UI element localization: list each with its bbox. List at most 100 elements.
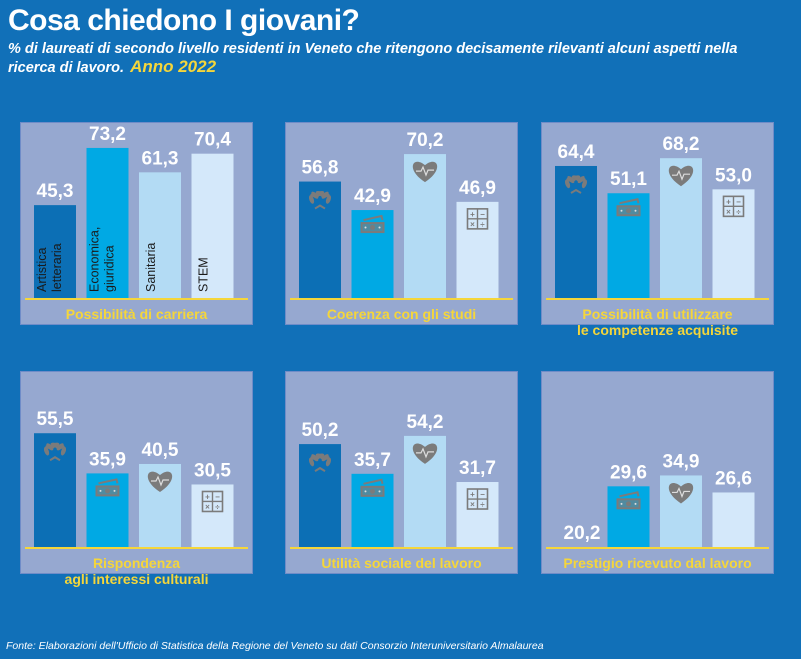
bar bbox=[607, 486, 650, 547]
value-label: 51,1 bbox=[610, 169, 647, 190]
svg-text:−: − bbox=[215, 492, 220, 501]
value-label: 68,2 bbox=[663, 134, 700, 155]
calculator-icon: + −× ÷ bbox=[201, 490, 224, 513]
svg-text:÷: ÷ bbox=[215, 502, 220, 511]
panel-title: Prestigio ricevuto dal lavoro bbox=[542, 555, 773, 571]
svg-text:+: + bbox=[470, 490, 475, 499]
category-label: Economica, bbox=[88, 227, 102, 292]
calculator-icon: + −× ÷ bbox=[466, 488, 489, 510]
bar bbox=[139, 172, 181, 298]
chart-panel: 45,3 Artistica letteraria 73,2 Economica, giu… bbox=[20, 122, 253, 325]
panel-title: Utilità sociale del lavoro bbox=[286, 555, 517, 571]
panel-title-line: Rispondenza bbox=[92, 555, 181, 571]
value-label: 61,3 bbox=[142, 148, 179, 169]
svg-text:−: − bbox=[736, 197, 741, 206]
value-label: 26,6 bbox=[715, 468, 752, 489]
panel-title-line: le competenze acquisite bbox=[576, 322, 739, 338]
svg-text:×: × bbox=[205, 502, 210, 511]
panel-title-line: Utilità sociale del lavoro bbox=[321, 555, 482, 571]
value-label: 35,7 bbox=[354, 450, 391, 471]
chart-panel: 20,2 29,6 34,9 26,6 Prestigio ricevuto dal l… bbox=[541, 371, 774, 574]
value-label: 73,2 bbox=[89, 124, 126, 145]
panel-title-line: Possibilità di carriera bbox=[65, 306, 208, 322]
bar bbox=[86, 473, 129, 547]
panel-svg: 50,2 35,7 54,2 31,7 + −× ÷ bbox=[290, 412, 513, 549]
laurel-icon bbox=[564, 175, 588, 194]
svg-text:×: × bbox=[470, 220, 475, 229]
panel-svg: 64,4 51,1 68,2 53,0 + −× ÷ bbox=[546, 134, 769, 300]
category-label: letteraria bbox=[50, 243, 64, 292]
heart-icon bbox=[412, 443, 438, 464]
category-label: Sanitaria bbox=[144, 243, 158, 292]
svg-text:+: + bbox=[470, 210, 475, 219]
svg-text:÷: ÷ bbox=[480, 500, 485, 509]
value-label: 35,9 bbox=[89, 449, 126, 470]
laurel-icon bbox=[308, 190, 332, 210]
calculator-icon: + −× ÷ bbox=[466, 208, 489, 230]
category-label: giuridica bbox=[103, 245, 117, 292]
category-label: Artistica bbox=[35, 248, 49, 293]
bar bbox=[34, 205, 76, 298]
value-label: 55,5 bbox=[37, 409, 74, 430]
chart-title: Cosa chiedono I giovani? bbox=[8, 4, 360, 37]
panel-title: Coerenza con gli studi bbox=[286, 306, 517, 322]
panel-title-line: Coerenza con gli studi bbox=[326, 306, 477, 322]
chart-panel: 55,5 35,9 40,5 30,5 + − × ÷ Rispondenza agli inte… bbox=[20, 371, 253, 587]
panel-title: Rispondenza agli interessi culturali bbox=[21, 555, 252, 587]
svg-text:+: + bbox=[726, 197, 731, 206]
value-label: 45,3 bbox=[37, 181, 74, 202]
value-label: 70,4 bbox=[194, 130, 231, 151]
value-label: 50,2 bbox=[302, 420, 339, 441]
value-label: 64,4 bbox=[558, 142, 595, 163]
chart-panel: 56,8 42,9 70,2 46,9 + − × ÷ Coerenza con gli stu… bbox=[285, 122, 518, 325]
bar bbox=[555, 165, 597, 298]
bar bbox=[660, 475, 702, 547]
value-label: 31,7 bbox=[459, 458, 496, 479]
value-label: 53,0 bbox=[715, 165, 752, 186]
value-label: 42,9 bbox=[354, 186, 391, 207]
bar bbox=[712, 492, 755, 547]
panel-svg: 55,5 35,9 40,5 30,5 + −× ÷ bbox=[25, 409, 248, 549]
value-label: 46,9 bbox=[459, 178, 496, 199]
panel-title-line: agli interessi culturali bbox=[64, 571, 209, 587]
panel-svg: 20,2 29,6 34,9 26,6 bbox=[546, 451, 769, 549]
value-label: 29,6 bbox=[610, 462, 647, 483]
heart-icon bbox=[147, 471, 173, 492]
value-label: 56,8 bbox=[302, 158, 339, 179]
laurel-icon bbox=[308, 453, 332, 472]
chart-panel: 64,4 51,1 68,2 53,0 + − × ÷ Possibilità di utili… bbox=[541, 122, 774, 338]
calculator-icon: + −× ÷ bbox=[722, 195, 745, 218]
money-icon bbox=[95, 478, 120, 497]
money-icon bbox=[616, 198, 641, 217]
svg-text:×: × bbox=[470, 500, 475, 509]
panel-title-line: Possibilità di utilizzare bbox=[582, 306, 733, 322]
panel-svg: 45,3 Artistica letteraria 73,2 Economica, giu… bbox=[25, 124, 248, 300]
svg-text:×: × bbox=[726, 207, 731, 216]
value-label: 70,2 bbox=[407, 130, 444, 151]
bar bbox=[191, 153, 234, 298]
svg-text:−: − bbox=[480, 490, 485, 499]
value-label: 20,2 bbox=[564, 523, 601, 544]
laurel-icon bbox=[43, 442, 67, 462]
bar bbox=[86, 147, 129, 298]
heart-icon bbox=[412, 161, 438, 183]
value-label: 54,2 bbox=[407, 412, 444, 433]
bar bbox=[299, 444, 341, 547]
value-label: 40,5 bbox=[142, 440, 179, 461]
subtitle-text: % di laureati di secondo livello residen… bbox=[8, 41, 738, 76]
heart-icon bbox=[668, 165, 694, 187]
panel-title: Possibilità di carriera bbox=[21, 306, 252, 322]
category-label: STEM bbox=[197, 257, 211, 292]
panel-title: Possibilità di utilizzare le competenze a… bbox=[542, 306, 773, 338]
source-note: Fonte: Elaborazioni dell'Ufficio di Stat… bbox=[6, 640, 544, 652]
bar bbox=[34, 433, 76, 547]
money-icon bbox=[360, 214, 385, 234]
value-label: 30,5 bbox=[194, 460, 231, 481]
chart-subtitle: % di laureati di secondo livello residen… bbox=[8, 41, 788, 77]
panel-svg: 56,8 42,9 70,2 46,9 + −× ÷ bbox=[290, 130, 513, 300]
chart-panel: 50,2 35,7 54,2 31,7 + − × ÷ Utilità sociale del … bbox=[285, 371, 518, 574]
bar bbox=[351, 473, 394, 547]
money-icon bbox=[616, 491, 641, 510]
svg-text:−: − bbox=[480, 210, 485, 219]
heart-icon bbox=[668, 483, 694, 504]
